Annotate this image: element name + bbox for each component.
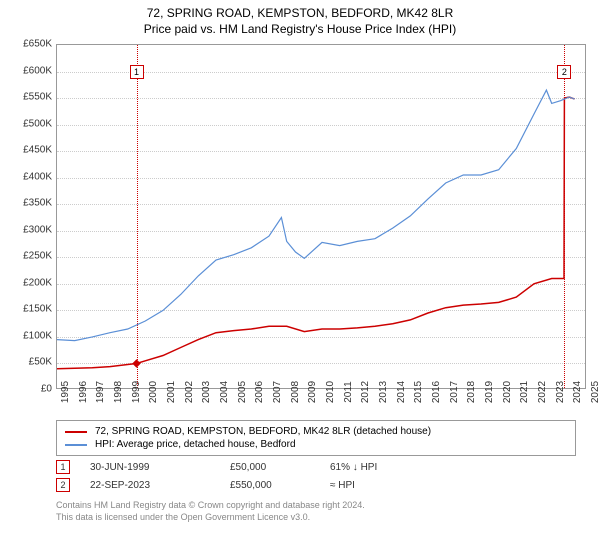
legend-box: 72, SPRING ROAD, KEMPSTON, BEDFORD, MK42… (56, 420, 576, 456)
sale-date: 22-SEP-2023 (90, 480, 210, 491)
xtick-label: 2010 (325, 381, 336, 403)
xtick-label: 1998 (113, 381, 124, 403)
xtick-label: 2025 (590, 381, 600, 403)
sale-point-marker (132, 359, 140, 367)
xtick-label: 2017 (449, 381, 460, 403)
footer-line2: This data is licensed under the Open Gov… (56, 512, 592, 524)
xtick-label: 2016 (431, 381, 442, 403)
sale-date: 30-JUN-1999 (90, 462, 210, 473)
legend-row: HPI: Average price, detached house, Bedf… (65, 438, 567, 451)
xtick-label: 2011 (343, 381, 354, 403)
sale-price: £550,000 (230, 480, 310, 491)
footer-line1: Contains HM Land Registry data © Crown c… (56, 500, 592, 512)
xtick-label: 2008 (290, 381, 301, 403)
xtick-label: 2009 (307, 381, 318, 403)
xtick-label: 2021 (519, 381, 530, 403)
sale-row-marker: 1 (56, 460, 70, 474)
sale-price: £50,000 (230, 462, 310, 473)
xtick-label: 2001 (166, 381, 177, 403)
ytick-label: £600K (23, 65, 52, 76)
sale-hpi: 61% ↓ HPI (330, 462, 430, 473)
sale-row: 1 30-JUN-1999 £50,000 61% ↓ HPI (8, 456, 592, 474)
ytick-label: £150K (23, 304, 52, 315)
sales-list: 1 30-JUN-1999 £50,000 61% ↓ HPI 2 22-SEP-2023… (8, 456, 592, 492)
sale-row-marker: 2 (56, 478, 70, 492)
series-line (57, 97, 575, 369)
xtick-label: 1999 (131, 381, 142, 403)
chart-subtitle: Price paid vs. HM Land Registry's House … (8, 22, 592, 36)
legend-label: 72, SPRING ROAD, KEMPSTON, BEDFORD, MK42… (95, 426, 431, 437)
ytick-label: £550K (23, 92, 52, 103)
ytick-label: £400K (23, 171, 52, 182)
legend-row: 72, SPRING ROAD, KEMPSTON, BEDFORD, MK42… (65, 425, 567, 438)
ytick-label: £250K (23, 251, 52, 262)
xtick-label: 2023 (555, 381, 566, 403)
xtick-label: 2003 (201, 381, 212, 403)
xtick-label: 2005 (237, 381, 248, 403)
xtick-label: 2006 (254, 381, 265, 403)
ytick-label: £100K (23, 330, 52, 341)
ytick-label: £500K (23, 118, 52, 129)
xtick-label: 2012 (360, 381, 371, 403)
xtick-label: 2014 (396, 381, 407, 403)
ytick-label: £200K (23, 277, 52, 288)
ytick-label: £50K (29, 357, 52, 368)
xtick-label: 2018 (466, 381, 477, 403)
footer-attribution: Contains HM Land Registry data © Crown c… (8, 492, 592, 523)
legend-swatch (65, 431, 87, 433)
chart-title: 72, SPRING ROAD, KEMPSTON, BEDFORD, MK42… (8, 6, 592, 20)
plot-area: 12 (56, 44, 586, 389)
xtick-label: 1995 (60, 381, 71, 403)
xtick-label: 2007 (272, 381, 283, 403)
xtick-label: 2000 (148, 381, 159, 403)
xtick-label: 2002 (184, 381, 195, 403)
chart-area: 12 £0 £50K £100K £150K £200K £250K £300K £350K £… (8, 42, 592, 412)
xtick-label: 2015 (413, 381, 424, 403)
xtick-label: 2019 (484, 381, 495, 403)
ytick-label: £450K (23, 145, 52, 156)
xtick-label: 2020 (502, 381, 513, 403)
sale-row: 2 22-SEP-2023 £550,000 ≈ HPI (8, 474, 592, 492)
series-svg (57, 45, 585, 388)
xtick-label: 1997 (95, 381, 106, 403)
ytick-label: £350K (23, 198, 52, 209)
xtick-label: 1996 (78, 381, 89, 403)
sale-hpi: ≈ HPI (330, 480, 430, 491)
xtick-label: 2013 (378, 381, 389, 403)
xtick-label: 2024 (572, 381, 583, 403)
ytick-label: £0 (41, 384, 52, 395)
legend-swatch (65, 444, 87, 446)
ytick-label: £650K (23, 39, 52, 50)
legend-label: HPI: Average price, detached house, Bedf… (95, 439, 296, 450)
ytick-label: £300K (23, 224, 52, 235)
xtick-label: 2022 (537, 381, 548, 403)
xtick-label: 2004 (219, 381, 230, 403)
